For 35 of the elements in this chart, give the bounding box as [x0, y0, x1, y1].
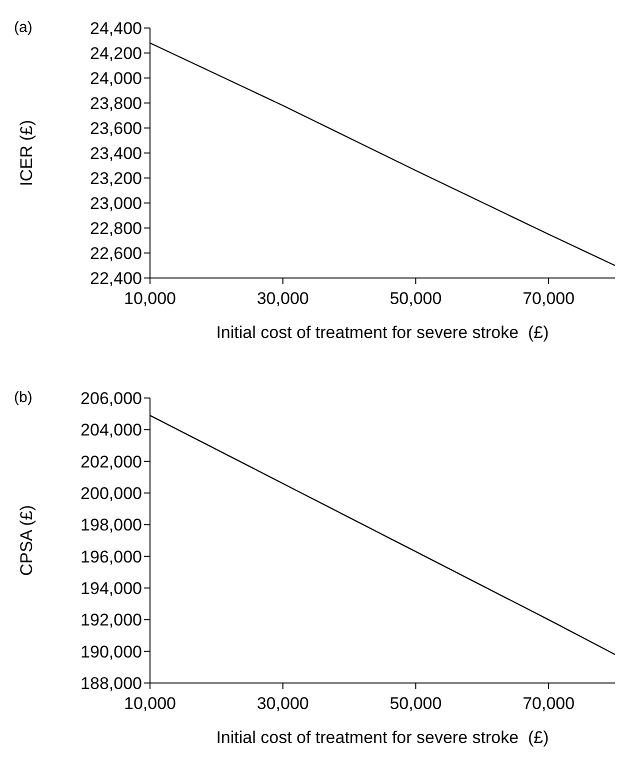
y-tick-label: 202,000	[80, 452, 142, 472]
x-tick-label: 70,000	[522, 289, 575, 308]
y-tick-label: 23,400	[90, 144, 142, 163]
y-axis-title: ICER (£)	[17, 120, 36, 186]
y-tick-label: 206,000	[80, 388, 142, 408]
text: (a)	[14, 19, 32, 36]
y-tick-label: 24,400	[90, 18, 142, 38]
y-tick-label: 200,000	[80, 484, 142, 503]
y-tick-label: 24,200	[90, 44, 142, 63]
x-tick-label: 30,000	[256, 694, 309, 713]
y-tick-label: 196,000	[80, 547, 142, 566]
y-tick-label: 24,000	[90, 68, 142, 88]
x-tick-label: 50,000	[390, 694, 442, 713]
y-tick-label: 22,600	[90, 244, 142, 263]
y-tick-label: 22,400	[90, 268, 142, 288]
y-tick-label: 23,600	[90, 118, 142, 138]
x-tick-label: 10,000	[124, 694, 176, 713]
y-tick-label: 192,000	[80, 610, 142, 630]
x-axis-title: Initial cost of treatment for severe stroke (£)	[216, 323, 549, 342]
y-tick-label: 198,000	[80, 516, 142, 535]
x-tick-label: 10,000	[124, 289, 176, 308]
y-tick-label: 204,000	[80, 420, 142, 440]
text: (b)	[14, 389, 32, 406]
y-tick-label: 190,000	[80, 642, 142, 662]
y-tick-label: 194,000	[80, 578, 142, 598]
x-tick-label: 50,000	[390, 289, 442, 308]
x-tick-label: 30,000	[256, 289, 309, 308]
y-tick-label: 188,000	[80, 674, 142, 693]
y-axis-title: CPSA (£)	[17, 505, 36, 576]
x-tick-label: 70,000	[522, 694, 575, 713]
y-tick-label: 22,800	[90, 218, 142, 238]
y-tick-label: 23,800	[90, 94, 142, 113]
y-tick-label: 23,000	[90, 194, 142, 213]
y-tick-label: 23,200	[90, 168, 142, 188]
x-axis-title: Initial cost of treatment for severe stroke (£)	[216, 728, 549, 747]
